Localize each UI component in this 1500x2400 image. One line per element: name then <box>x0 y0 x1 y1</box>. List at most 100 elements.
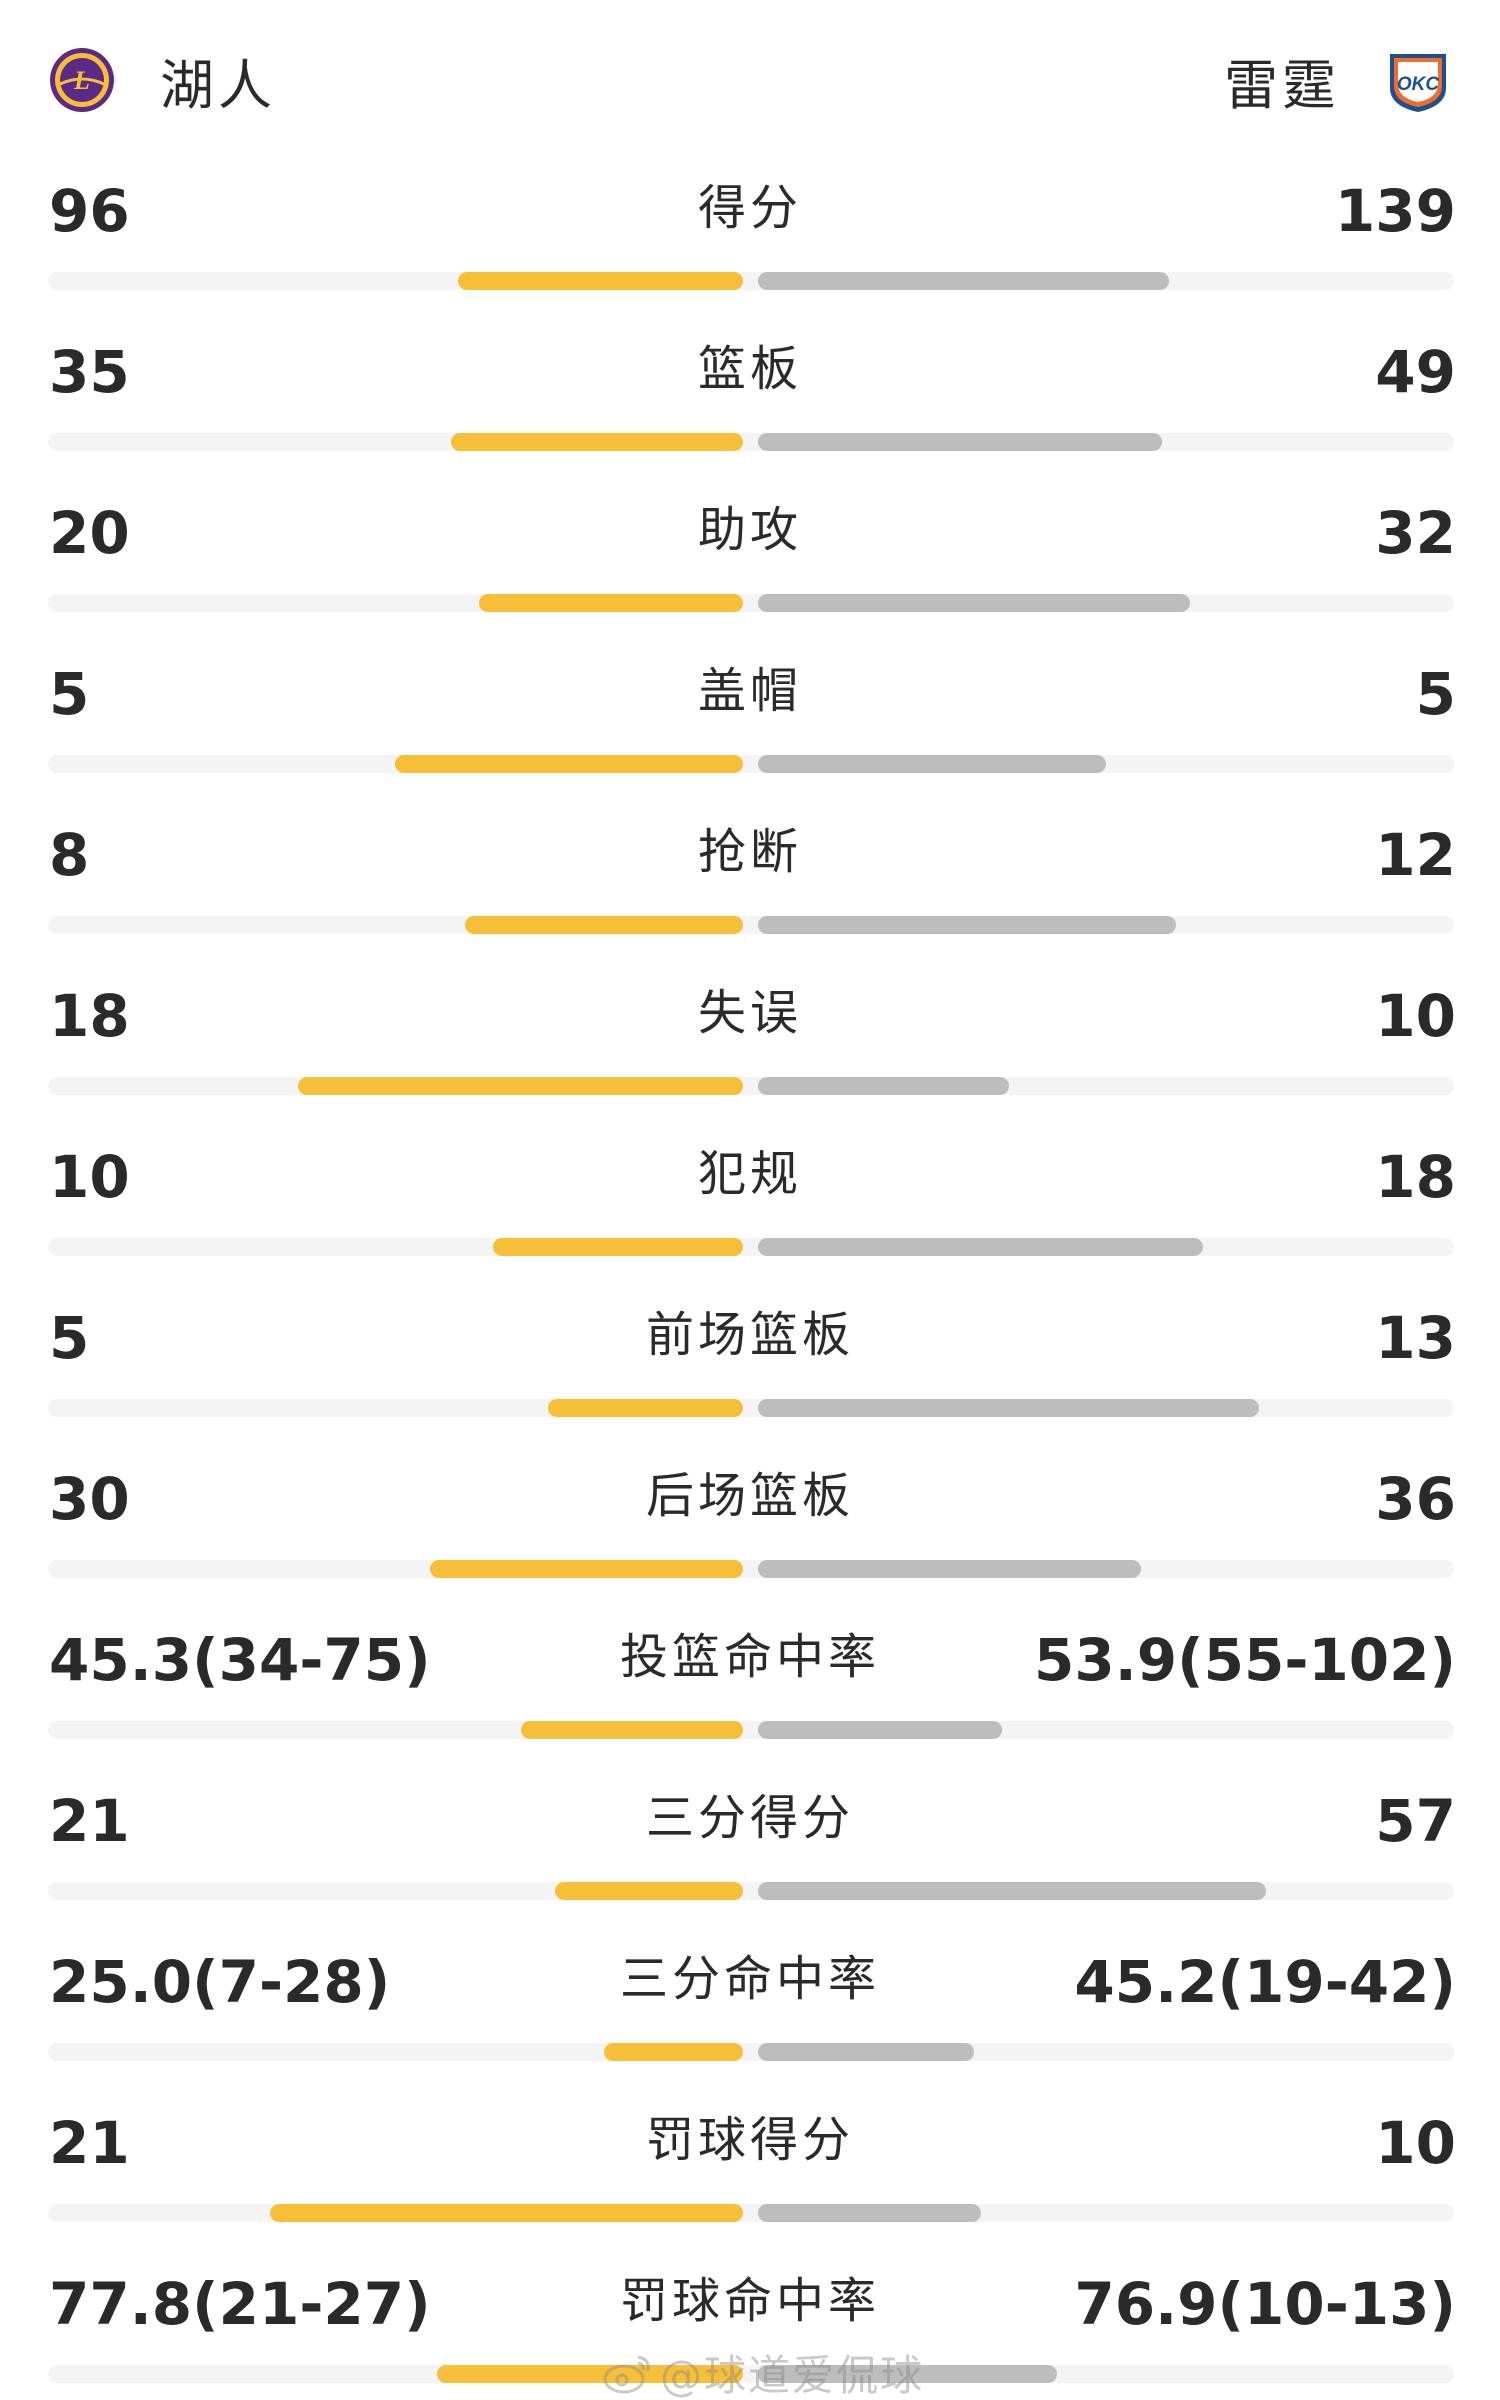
left-team-value: 5 <box>49 1304 90 1372</box>
right-team-bar <box>758 1560 1141 1578</box>
stat-row: 18 失误 10 <box>0 965 1500 1126</box>
left-team-bar <box>458 272 743 290</box>
right-team-bar <box>758 1882 1266 1900</box>
left-team-value: 10 <box>49 1143 130 1211</box>
stat-label: 犯规 <box>697 1146 802 1202</box>
left-team-bar <box>465 916 743 934</box>
right-team-value: 53.9(55-102) <box>1034 1626 1456 1694</box>
comparison-track <box>48 1238 1454 1256</box>
teams-header: L 湖人 雷霆 OKC <box>0 30 1500 130</box>
left-team-value: 8 <box>49 821 90 889</box>
comparison-track <box>48 916 1454 934</box>
lakers-logo-icon: L <box>50 48 114 112</box>
right-team-value: 139 <box>1334 177 1456 245</box>
stat-label: 罚球得分 <box>645 2112 854 2168</box>
left-team-bar <box>437 2365 743 2383</box>
stat-row: 35 篮板 49 <box>0 321 1500 482</box>
stat-row: 5 前场篮板 13 <box>0 1287 1500 1448</box>
stat-label: 助攻 <box>697 502 802 558</box>
svg-text:OKC: OKC <box>1397 74 1440 95</box>
left-team-value: 20 <box>49 499 130 567</box>
left-team[interactable]: L 湖人 <box>46 30 276 130</box>
right-team-bar <box>758 916 1176 934</box>
left-team-value: 30 <box>49 1465 130 1533</box>
stat-label: 抢断 <box>697 824 802 880</box>
right-team-value: 32 <box>1375 499 1456 567</box>
stat-label: 盖帽 <box>697 663 802 719</box>
right-team-value: 10 <box>1375 2109 1456 2177</box>
left-team-value: 18 <box>49 982 130 1050</box>
left-team-bar <box>395 755 743 773</box>
comparison-track <box>48 2043 1454 2061</box>
comparison-track <box>48 755 1454 773</box>
stat-row: 77.8(21-27) 罚球命中率 76.9(10-13) <box>0 2253 1500 2400</box>
left-team-bar <box>493 1238 743 1256</box>
right-team-value: 57 <box>1375 1787 1456 1855</box>
right-team-value: 49 <box>1375 338 1456 406</box>
right-team-bar <box>758 594 1190 612</box>
left-team-value: 45.3(34-75) <box>49 1626 431 1694</box>
left-team-bar <box>430 1560 743 1578</box>
stat-row: 10 犯规 18 <box>0 1126 1500 1287</box>
left-team-bar <box>555 1882 743 1900</box>
comparison-track <box>48 594 1454 612</box>
left-team-bar <box>451 433 743 451</box>
right-team-value: 13 <box>1375 1304 1456 1372</box>
left-team-value: 21 <box>49 2109 130 2177</box>
stat-row: 96 得分 139 <box>0 160 1500 321</box>
stat-label: 篮板 <box>697 341 802 397</box>
okc-logo-icon: OKC <box>1390 54 1446 112</box>
right-team-bar <box>758 1077 1009 1095</box>
stat-label: 三分得分 <box>645 1790 854 1846</box>
right-team-value: 76.9(10-13) <box>1074 2270 1456 2338</box>
watermark-text: @球道爱侃球 <box>660 2351 925 2400</box>
left-team-bar <box>548 1399 743 1417</box>
right-team-value: 45.2(19-42) <box>1074 1948 1456 2016</box>
right-team-bar <box>758 272 1169 290</box>
left-team-bar <box>479 594 743 612</box>
stat-row: 21 罚球得分 10 <box>0 2092 1500 2253</box>
weibo-icon <box>603 2355 650 2393</box>
left-team-value: 35 <box>49 338 130 406</box>
comparison-track <box>48 272 1454 290</box>
stat-label: 失误 <box>697 985 802 1041</box>
comparison-track <box>48 433 1454 451</box>
comparison-track <box>48 1077 1454 1095</box>
stat-row: 8 抢断 12 <box>0 804 1500 965</box>
stat-row: 20 助攻 32 <box>0 482 1500 643</box>
right-team-bar <box>758 2043 974 2061</box>
right-team-bar <box>758 2365 1057 2383</box>
stat-label: 投篮命中率 <box>619 1629 880 1685</box>
stats-list: 96 得分 139 35 篮板 49 20 助攻 32 5 盖帽 5 8 抢断 12 18 失误 10 10 犯规 18… <box>0 160 1500 2400</box>
left-team-bar <box>298 1077 743 1095</box>
stat-label: 罚球命中率 <box>619 2273 880 2329</box>
right-team-bar <box>758 1238 1203 1256</box>
stat-label: 后场篮板 <box>645 1468 854 1524</box>
right-team-bar <box>758 2204 981 2222</box>
left-team-value: 5 <box>49 660 90 728</box>
right-team-value: 18 <box>1375 1143 1456 1211</box>
stat-row: 45.3(34-75) 投篮命中率 53.9(55-102) <box>0 1609 1500 1770</box>
stat-label: 三分命中率 <box>619 1951 880 2007</box>
stat-row: 5 盖帽 5 <box>0 643 1500 804</box>
comparison-track <box>48 2204 1454 2222</box>
comparison-track <box>48 2365 1454 2383</box>
stat-label: 得分 <box>697 180 802 236</box>
comparison-track <box>48 1721 1454 1739</box>
right-team-bar <box>758 433 1162 451</box>
right-team-value: 12 <box>1375 821 1456 889</box>
left-team-name: 湖人 <box>160 53 276 117</box>
watermark: @球道爱侃球 <box>602 2342 924 2400</box>
left-team-bar <box>270 2204 743 2222</box>
stat-row: 25.0(7-28) 三分命中率 45.2(19-42) <box>0 1931 1500 2092</box>
left-team-bar <box>521 1721 743 1739</box>
right-team-bar <box>758 1399 1259 1417</box>
right-team-value: 5 <box>1415 660 1456 728</box>
right-team-value: 10 <box>1375 982 1456 1050</box>
left-team-value: 96 <box>49 177 130 245</box>
right-team-name: 雷霆 <box>1224 53 1340 117</box>
comparison-track <box>48 1560 1454 1578</box>
svg-text:L: L <box>73 66 90 95</box>
right-team[interactable]: 雷霆 OKC <box>1224 30 1454 130</box>
